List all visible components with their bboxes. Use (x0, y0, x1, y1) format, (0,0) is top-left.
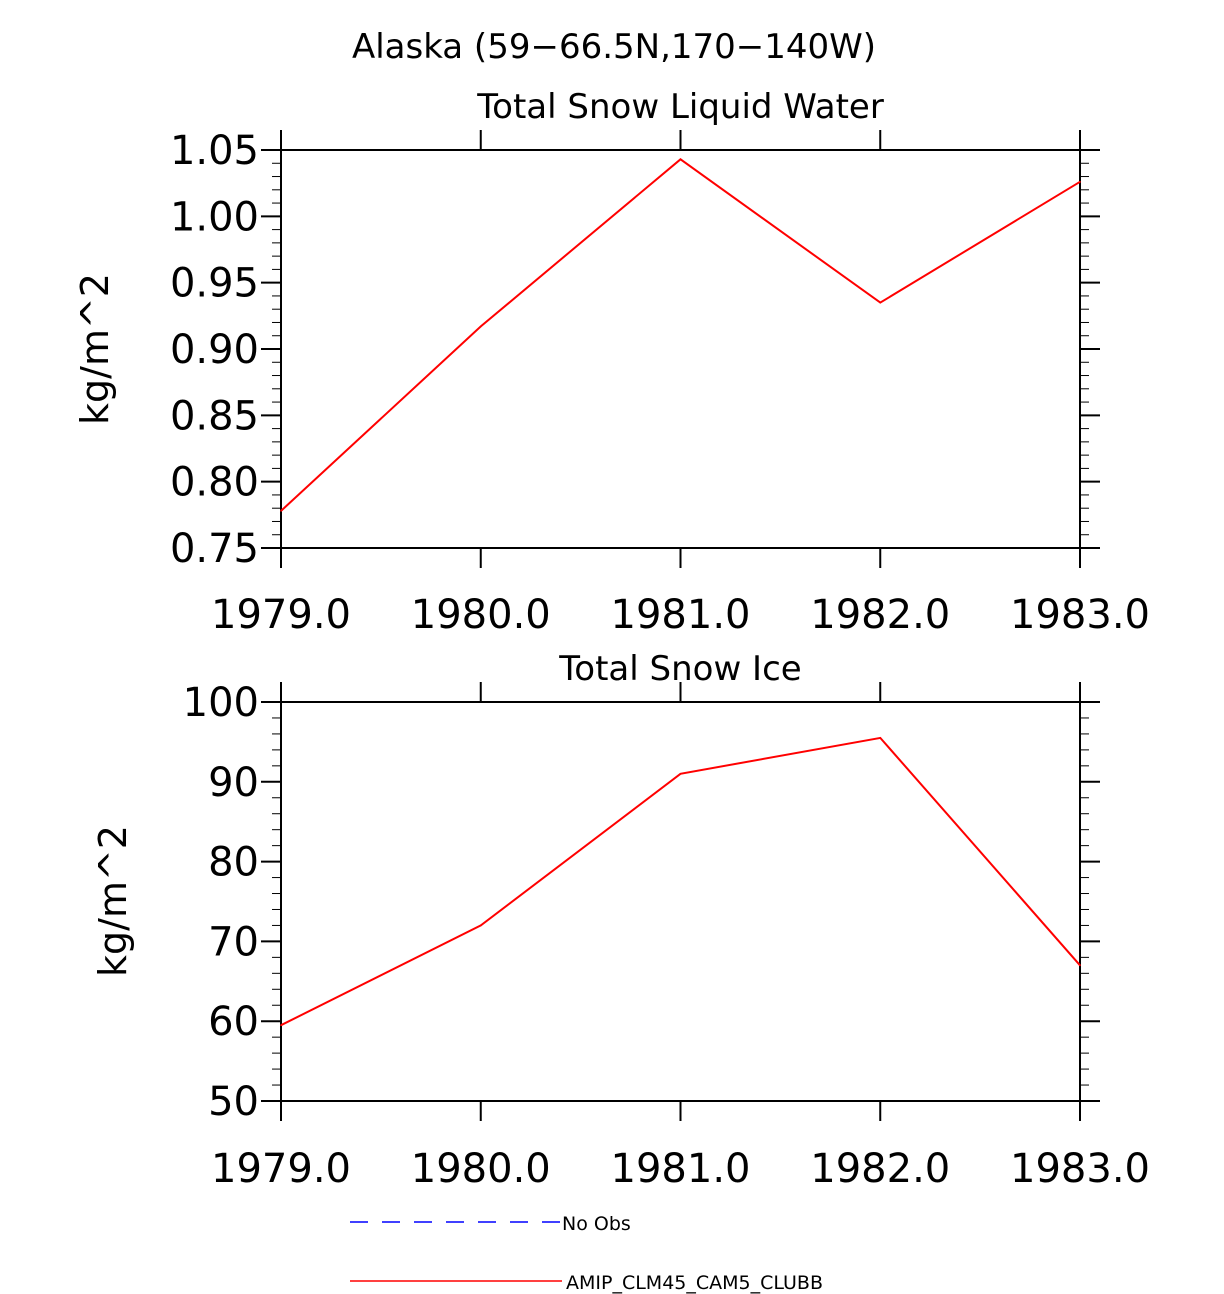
x-tick-label: 1982.0 (810, 1146, 950, 1192)
y-tick-label: 0.85 (170, 393, 259, 439)
y-tick-label: 0.90 (170, 327, 259, 373)
legend: No Obs AMIP_CLM45_CAM5_CLUBB (350, 1213, 823, 1294)
data-point (280, 510, 282, 512)
plot-frame (280, 149, 1081, 549)
data-point (879, 737, 882, 739)
y-tick-label: 0.95 (170, 261, 259, 307)
x-tick-label: 1979.0 (211, 592, 351, 638)
data-point (479, 325, 482, 328)
data-point (679, 158, 682, 161)
y-tick-label: 1.05 (170, 128, 259, 174)
y-tick-label: 100 (183, 680, 259, 726)
data-point (879, 301, 882, 304)
y-tick-label: 50 (208, 1079, 259, 1125)
legend-label-amip: AMIP_CLM45_CAM5_CLUBB (566, 1272, 823, 1294)
y-tick-label: 1.00 (170, 194, 259, 240)
y-tick-label: 0.75 (170, 526, 259, 572)
y-axis-label: kg/m^2 (73, 273, 117, 425)
y-tick-label: 70 (208, 919, 259, 965)
data-point (280, 1024, 282, 1026)
data-point (679, 773, 682, 775)
y-tick-label: 90 (208, 760, 259, 806)
figure-title: Alaska (59−66.5N,170−140W) (352, 27, 876, 67)
plot-frame (280, 701, 1081, 1102)
y-tick-label: 0.80 (170, 460, 259, 506)
data-point (479, 924, 482, 927)
x-tick-label: 1983.0 (1010, 1146, 1150, 1192)
x-tick-label: 1979.0 (211, 1146, 351, 1192)
x-tick-label: 1982.0 (810, 592, 950, 638)
y-tick-label: 60 (208, 999, 259, 1045)
panel-title: Total Snow Liquid Water (476, 87, 884, 127)
legend-label-no-obs: No Obs (562, 1213, 631, 1235)
x-tick-label: 1981.0 (611, 1146, 751, 1192)
x-tick-label: 1981.0 (611, 592, 751, 638)
data-point (1079, 181, 1081, 183)
series-line (280, 736, 1081, 1027)
series-line (280, 158, 1081, 512)
y-axis-label: kg/m^2 (91, 825, 135, 977)
x-tick-label: 1980.0 (411, 592, 551, 638)
liquid-water-panel: Total Snow Liquid Water kg/m^2 0.75 0.80 0.8… (73, 87, 1150, 638)
data-point (1079, 964, 1081, 967)
y-tick-label: 80 (208, 840, 259, 886)
x-tick-label: 1983.0 (1010, 592, 1150, 638)
x-tick-label: 1980.0 (411, 1146, 551, 1192)
